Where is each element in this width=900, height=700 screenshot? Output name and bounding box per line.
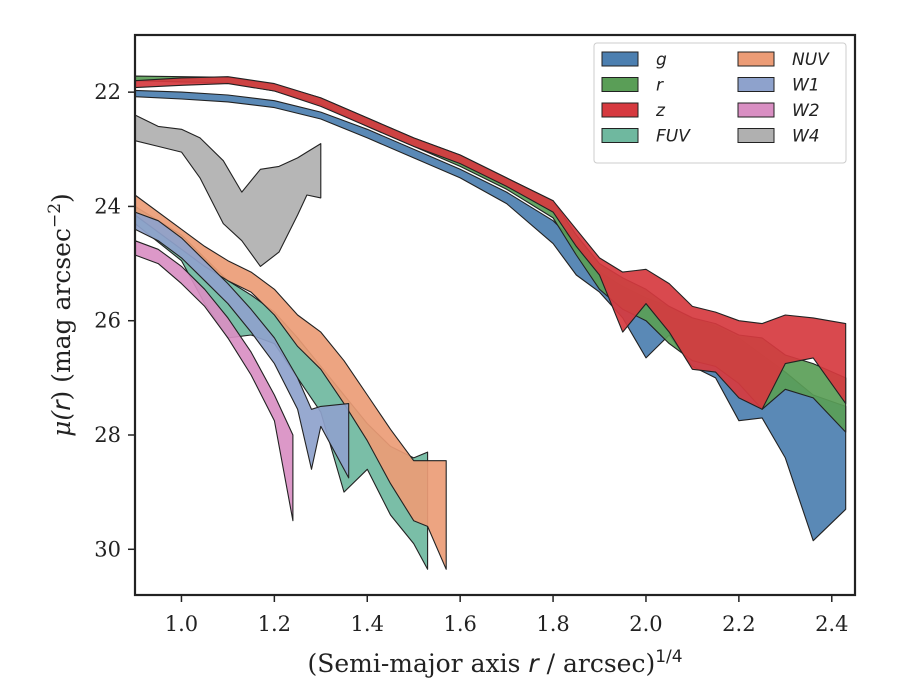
y-tick-label: 22 — [94, 80, 121, 104]
x-tick-label: 2.2 — [722, 612, 755, 636]
band-w2 — [134, 240, 294, 522]
y-tick-label: 26 — [94, 309, 121, 333]
x-tick-label: 1.8 — [536, 612, 569, 636]
band-w1 — [134, 211, 350, 479]
legend-label-w4: W4 — [792, 127, 820, 147]
x-axis-ticks: 1.0 1.2 1.4 1.6 1.8 2.0 2.2 2.4 — [165, 595, 848, 636]
x-axis-label: (Semi-major axis r / arcsec)1/4 — [307, 647, 682, 678]
legend-label-w1: W1 — [792, 76, 820, 96]
y-axis-label: μ(r) (mag arcsec−2) — [45, 193, 76, 437]
plot-frame — [133, 33, 857, 597]
legend-label-z: z — [655, 101, 666, 121]
x-tick-label: 1.2 — [258, 612, 291, 636]
profile-bands — [134, 75, 847, 570]
legend-swatch-fuv — [601, 128, 639, 143]
x-tick-label: 2.0 — [629, 612, 662, 636]
band-z — [134, 76, 847, 410]
band-fuv — [134, 205, 429, 570]
x-tick-label: 1.6 — [443, 612, 476, 636]
y-tick-label: 30 — [94, 537, 121, 561]
legend-swatch-r — [601, 77, 639, 92]
y-tick-label: 24 — [94, 194, 121, 218]
legend-label-nuv: NUV — [792, 50, 830, 70]
legend-label-w2: W2 — [792, 101, 820, 121]
legend: grz FUV NUV W1 W2 W4 — [593, 42, 847, 164]
legend-label-fuv: FUV — [656, 127, 691, 147]
x-tick-label: 2.4 — [815, 612, 848, 636]
legend-label-g: g — [656, 50, 667, 70]
legend-swatch-z — [601, 102, 639, 118]
legend-frame — [593, 42, 847, 164]
y-tick-label: 28 — [94, 423, 121, 447]
legend-swatch-w2 — [737, 102, 775, 118]
x-tick-label: 1.4 — [351, 612, 384, 636]
band-w4 — [134, 114, 322, 267]
x-tick-label: 1.0 — [165, 612, 198, 636]
legend-swatch-g — [601, 51, 639, 67]
band-g — [134, 89, 847, 542]
legend-label-r: r — [656, 76, 664, 96]
legend-swatch-w1 — [737, 77, 775, 92]
legend-swatch-w4 — [737, 128, 775, 143]
legend-swatch-nuv — [737, 51, 775, 67]
y-axis-ticks: 22 24 26 28 30 — [94, 80, 135, 561]
